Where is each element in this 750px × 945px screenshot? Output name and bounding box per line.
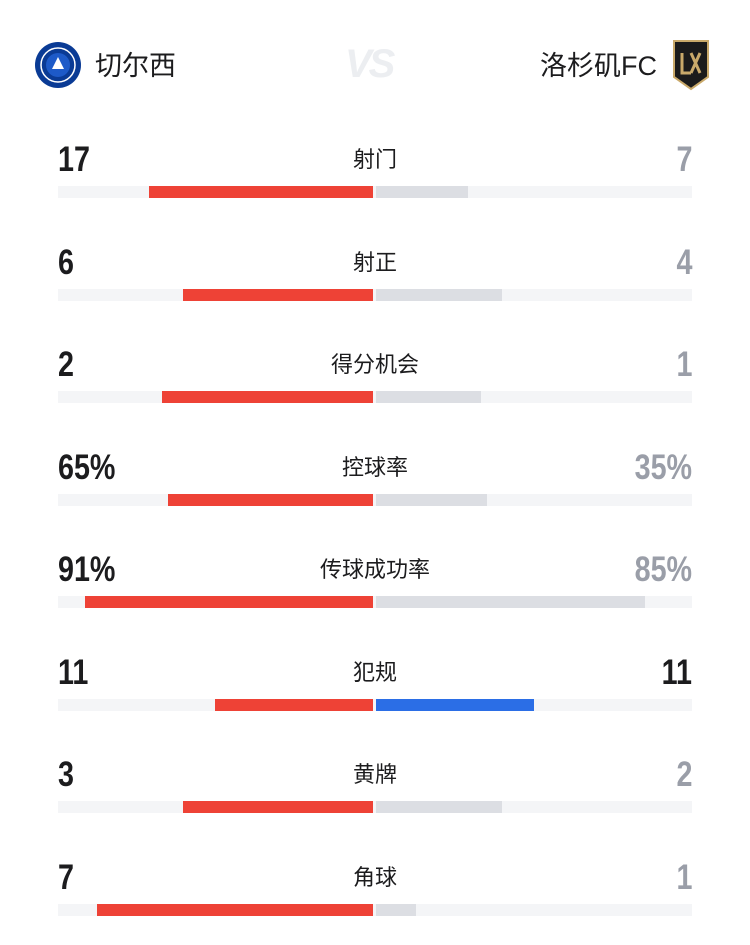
home-logo: [35, 42, 81, 88]
home-team: 切尔西: [95, 51, 176, 81]
home-bar: [85, 596, 373, 608]
home-bar: [149, 186, 373, 198]
home-value: 65%: [58, 447, 116, 487]
stat-label: 黄牌: [352, 762, 397, 787]
away-value: 11: [661, 652, 692, 692]
away-value: 85%: [634, 550, 692, 589]
home-value: 17: [58, 140, 90, 179]
home-bar: [183, 288, 373, 301]
home-value: 91%: [58, 550, 116, 589]
home-value: 6: [58, 242, 74, 282]
away-bar: [376, 698, 534, 711]
away-bar: [376, 903, 416, 916]
stat-label: 角球: [352, 864, 397, 890]
away-bar: [376, 493, 487, 506]
home-value: 2: [58, 345, 74, 384]
bar-track: [58, 288, 692, 301]
away-bar: [376, 288, 503, 301]
bar-track: [58, 493, 692, 506]
home-bar: [215, 698, 373, 711]
home-bar: [183, 801, 373, 813]
away-bar: [376, 391, 482, 403]
home-value: 7: [58, 857, 74, 897]
away-value: 4: [676, 242, 692, 282]
stat-label: 犯规: [352, 659, 397, 685]
home-value: 11: [58, 652, 89, 692]
home-bar: [96, 903, 373, 916]
bar-track: [58, 801, 692, 813]
stat-label: 射门: [352, 147, 397, 172]
bar-track: [58, 698, 692, 711]
stat-label: 控球率: [341, 454, 408, 480]
away-value: 7: [676, 140, 692, 179]
stat-label: 射正: [352, 249, 397, 275]
home-value: 3: [58, 755, 74, 794]
stat-label: 得分机会: [330, 352, 419, 377]
vs-mark: VS: [345, 42, 395, 86]
stat-label: 传球成功率: [319, 557, 430, 582]
home-bar: [162, 391, 373, 403]
away-team: 洛杉矶FC: [540, 51, 657, 81]
away-value: 1: [676, 857, 692, 897]
away-value: 35%: [634, 447, 692, 487]
away-value: 2: [676, 755, 692, 794]
away-logo: [673, 40, 709, 91]
bar-track: [58, 391, 692, 403]
home-bar: [167, 493, 373, 506]
away-bar: [376, 596, 645, 608]
away-bar: [376, 801, 503, 813]
away-bar: [376, 186, 469, 198]
away-value: 1: [676, 345, 692, 384]
